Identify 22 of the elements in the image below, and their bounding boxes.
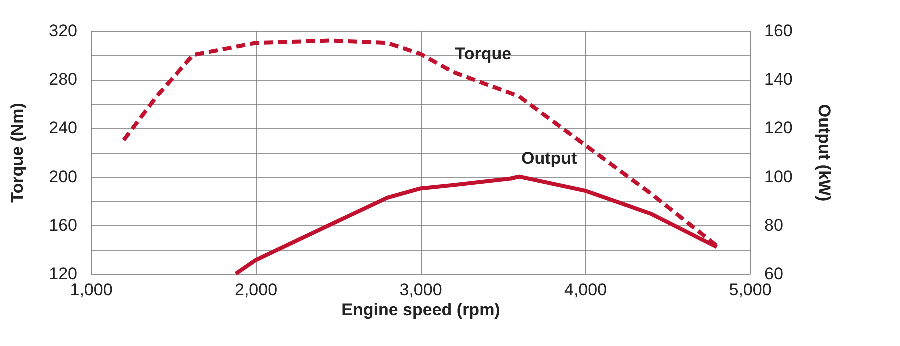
y-tick-label: 320 [49,22,78,40]
y2-tick-label: 120 [764,118,793,138]
y2-tick-label: 100 [764,167,793,186]
x-tick-label: 5,000 [729,280,772,300]
y-tick-label: 200 [49,167,78,186]
y-tick-label: 240 [49,118,78,138]
y2-tick-label: 80 [764,216,784,235]
x-tick-label: 3,000 [400,280,442,300]
y2-axis-title: Output (kW) [814,104,834,202]
y-tick-label: 280 [49,70,78,90]
y-tick-label: 120 [49,264,78,284]
y-axis-title: Torque (Nm) [8,103,28,203]
y2-tick-label: 160 [764,22,793,40]
series-label: Torque [455,44,512,64]
x-axis-title: Engine speed (rpm) [342,300,500,320]
y2-tick-label: 140 [764,70,793,90]
x-tick-label: 4,000 [564,280,608,300]
y-tick-label: 160 [49,216,78,235]
series-label: Output [522,148,578,168]
y2-tick-label: 60 [764,264,784,284]
x-tick-label: 2,000 [234,280,278,300]
x-tick-label: 1,000 [70,280,113,300]
